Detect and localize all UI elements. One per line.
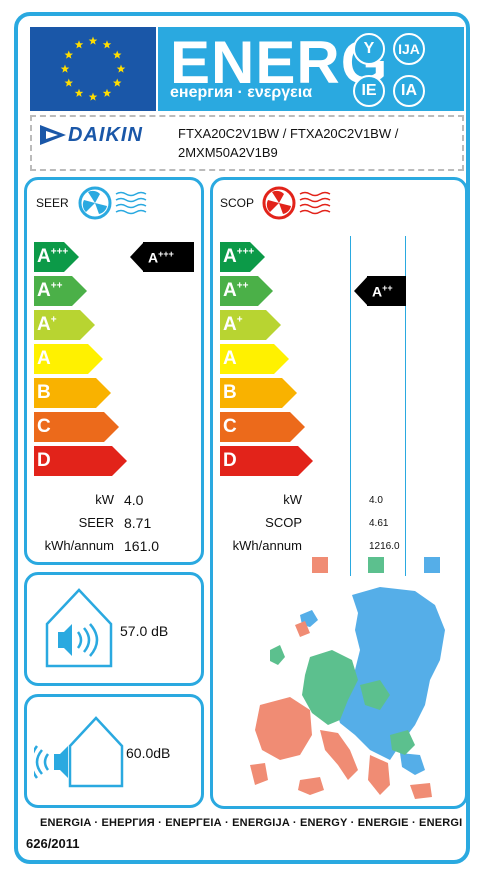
eu-star-icon [74, 40, 84, 49]
footer-languages: ENERGIA · ЕНЕРГИЯ · ΕΝΕΡΓΕΙΑ · ENERGIJA … [40, 817, 463, 829]
cooling-unit-label: kWh/annum [44, 538, 114, 553]
supplier-box [30, 115, 464, 171]
indoor-speaker-house-icon [45, 588, 113, 668]
indoor-noise-panel [24, 572, 204, 686]
cooling-value: 4.0 [124, 492, 144, 508]
cooling-scale-label: C [37, 416, 51, 437]
cooling-unit-label: kW [95, 492, 114, 507]
indoor-noise-value: 57.0 dB [120, 623, 169, 639]
zone-colder-swatch [424, 557, 440, 573]
fan-cold-air-icon [78, 186, 147, 220]
eu-star-icon [64, 50, 73, 59]
eu-star-icon [116, 64, 126, 73]
energy-title: ENERG [170, 29, 389, 96]
eu-star-icon [102, 40, 112, 49]
eu-stars-icon [60, 36, 126, 101]
eu-star-icon [64, 78, 73, 87]
cooling-scale-label: A+++ [37, 246, 69, 267]
cooling-scale-label: A++ [37, 280, 63, 301]
heating-label: SCOP [220, 196, 255, 210]
heating-rating: A++ [372, 283, 393, 300]
heating-unit-label: kW [283, 492, 302, 507]
heating-value: 4.0 [369, 495, 383, 506]
heating-scale-label: D [223, 450, 237, 471]
heating-scale-label: A+++ [223, 246, 255, 267]
language-badge-ia: IA [393, 75, 425, 107]
cooling-unit-label: SEER [78, 515, 114, 530]
heating-scale-label: A++ [223, 280, 249, 301]
heating-rating-marker: A++ [354, 276, 406, 306]
outdoor-noise-unit: dB [153, 745, 171, 761]
cooling-rating-marker: A+++ [130, 242, 194, 272]
heating-unit-label: SCOP [265, 515, 302, 530]
eu-star-icon [88, 92, 98, 101]
heating-scale-label: A [223, 348, 237, 369]
cooling-value: 161.0 [124, 538, 160, 554]
energy-subtitle: енергия · ενεργεια [170, 84, 313, 101]
heating-scale-label: C [223, 416, 237, 437]
heating-scale-label: A+ [223, 314, 243, 335]
language-badge-y: Y [353, 33, 385, 65]
cooling-scale-label: D [37, 450, 51, 471]
cooling-scale-label: B [37, 382, 51, 403]
regulation-number: 626/2011 [26, 836, 80, 851]
eu-star-icon [102, 88, 112, 97]
eu-star-icon [88, 36, 98, 45]
heating-panel [210, 177, 468, 809]
language-badge-ija: IJA [393, 33, 425, 65]
zone-average-swatch [368, 557, 384, 573]
eu-star-icon [60, 64, 70, 73]
zone-divider [405, 236, 406, 576]
eu-star-icon [74, 88, 84, 97]
cooling-scale-label: A+ [37, 314, 57, 335]
language-badge-ie: IE [353, 75, 385, 107]
zone-warmer-swatch [312, 557, 328, 573]
europe-climate-map [250, 587, 445, 799]
outdoor-noise-number: 60.0 [126, 745, 154, 761]
heating-unit-label: kWh/annum [232, 538, 302, 553]
model-identifiers: FTXA20C2V1BW / FTXA20C2V1BW / 2MXM50A2V1… [178, 126, 399, 160]
eu-star-icon [113, 78, 122, 87]
cooling-rating: A+++ [148, 249, 174, 266]
eu-flag [30, 27, 156, 111]
outdoor-speaker-house-icon [34, 716, 124, 788]
cooling-value: 8.71 [124, 515, 152, 531]
cooling-scale-label: A [37, 348, 51, 369]
heating-value: 1216.0 [369, 541, 400, 552]
heating-value: 4.61 [369, 518, 389, 529]
outdoor-noise-panel [24, 694, 204, 808]
daikin-logo-icon [40, 125, 66, 145]
brand-name: DAIKIN [68, 124, 143, 146]
outdoor-noise-value: 60.0dB [126, 745, 170, 761]
heating-scale-label: B [223, 382, 237, 403]
cooling-label: SEER [36, 196, 69, 210]
fan-warm-air-icon [262, 186, 331, 220]
cooling-panel [24, 177, 204, 565]
zone-divider [350, 236, 351, 576]
eu-star-icon [113, 50, 122, 59]
label-frame [14, 12, 470, 864]
